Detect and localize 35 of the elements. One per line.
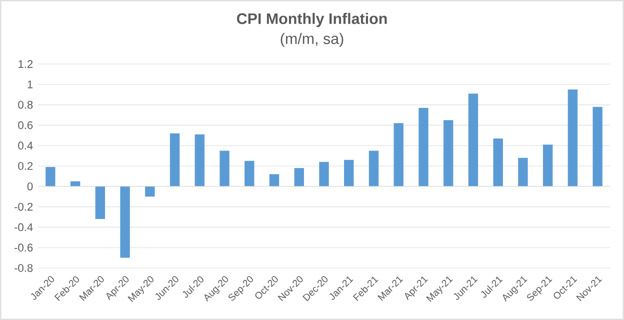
y-tick-label: -0.8 — [14, 264, 33, 272]
bar — [294, 168, 304, 186]
bar — [244, 160, 254, 186]
bar — [194, 134, 204, 186]
bar — [518, 158, 528, 186]
bar — [493, 138, 503, 186]
bar — [468, 94, 478, 186]
chart-subtitle: (m/m, sa) — [280, 32, 344, 48]
bar — [418, 108, 428, 186]
y-tick-label: -0.2 — [14, 202, 33, 211]
y-tick-label: 1.2 — [18, 60, 33, 68]
bar — [120, 186, 130, 258]
bar — [542, 144, 553, 186]
chart-title: CPI Monthly Inflation — [236, 12, 387, 28]
y-tick-label: 0.6 — [18, 121, 33, 130]
bar — [220, 150, 230, 186]
bar — [319, 162, 329, 186]
bar — [394, 123, 404, 186]
bar — [568, 90, 578, 186]
y-tick-label: 0.2 — [18, 162, 33, 170]
bar — [145, 186, 155, 197]
bar — [444, 120, 454, 186]
bar — [46, 167, 56, 186]
y-tick-label: -0.6 — [14, 244, 33, 252]
bar — [269, 174, 280, 186]
bar — [592, 106, 602, 186]
bar — [344, 160, 354, 186]
y-tick-label: 1 — [28, 80, 33, 88]
bar — [95, 186, 106, 220]
y-tick-label: 0 — [27, 182, 33, 190]
y-tick-label: 0.4 — [18, 142, 33, 150]
y-tick-label: 0.8 — [18, 100, 33, 109]
bar — [368, 150, 379, 186]
y-tick-label: -0.4 — [14, 223, 33, 232]
bar — [170, 133, 180, 186]
